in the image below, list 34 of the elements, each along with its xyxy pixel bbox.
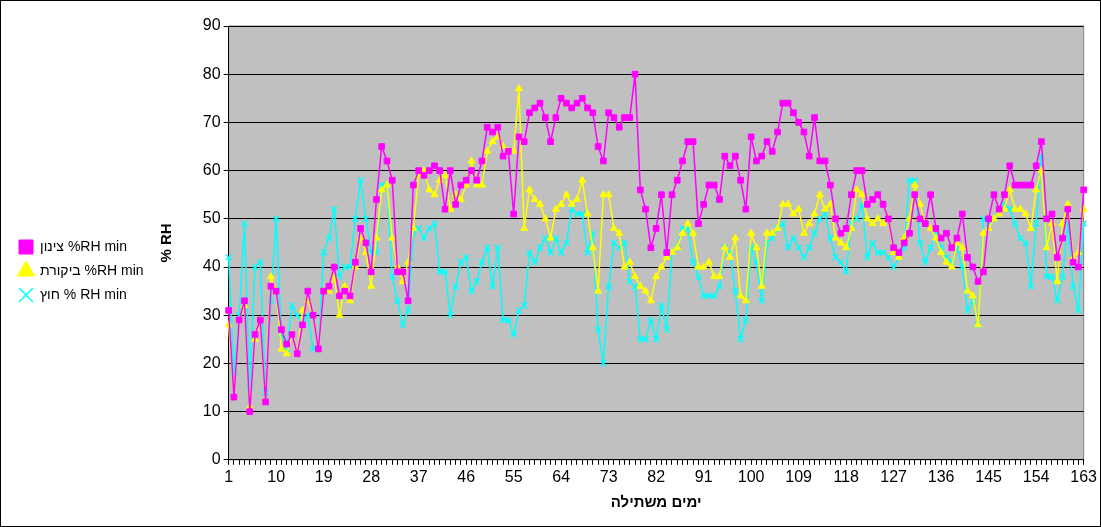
x-tick-label: 10	[267, 467, 286, 485]
x-tick-label: 91	[694, 467, 713, 485]
y-tick-label: 0	[211, 450, 221, 468]
x-tick-label: 19	[314, 467, 333, 485]
x-axis-title: ימים משתילה	[610, 493, 702, 511]
x-tick-label: 55	[504, 467, 523, 485]
x-tick-label: 64	[552, 467, 571, 485]
y-tick-label: 80	[202, 64, 221, 82]
x-tick-label: 100	[737, 467, 765, 485]
legend-label: ביקורת %RH min	[40, 261, 144, 278]
x-tick-label: 37	[409, 467, 428, 485]
x-tick-label: 1	[224, 467, 234, 485]
x-tick-label: 118	[833, 467, 859, 485]
x-tick-label: 28	[362, 467, 381, 485]
x-tick-label: 163	[1070, 467, 1098, 485]
legend-label: צינון %RH min	[40, 237, 128, 254]
x-tick-label: 136	[927, 467, 955, 485]
x-tick-label: 127	[880, 467, 908, 485]
x-tick-label: 46	[457, 467, 476, 485]
y-tick-label: 30	[202, 305, 221, 323]
x-tick-label: 73	[599, 467, 618, 485]
x-tick-label: 145	[975, 467, 1003, 485]
y-tick-label: 20	[202, 353, 221, 371]
y-tick-label: 70	[202, 112, 221, 130]
y-tick-label: 50	[202, 209, 221, 227]
legend-label: חוץ % RH min	[40, 285, 127, 302]
y-tick-label: 40	[202, 257, 221, 275]
x-tick-label: 154	[1022, 467, 1050, 485]
x-tick-label: 82	[647, 467, 666, 485]
y-tick-label: 10	[202, 402, 221, 420]
x-tick-label: 109	[785, 467, 813, 485]
y-tick-label: 90	[202, 16, 221, 34]
y-axis-title: % RH	[156, 223, 174, 263]
y-tick-label: 60	[202, 161, 221, 179]
